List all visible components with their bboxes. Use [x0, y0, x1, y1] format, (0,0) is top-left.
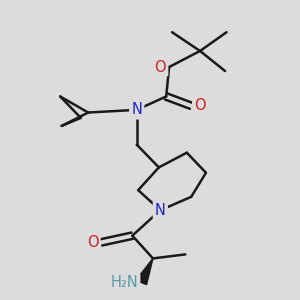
Text: O: O	[194, 98, 206, 113]
Text: O: O	[87, 235, 98, 250]
Text: N: N	[131, 102, 142, 117]
Text: H₂N: H₂N	[110, 275, 138, 290]
Text: N: N	[155, 203, 166, 218]
Text: O: O	[154, 59, 166, 74]
Polygon shape	[136, 258, 153, 285]
